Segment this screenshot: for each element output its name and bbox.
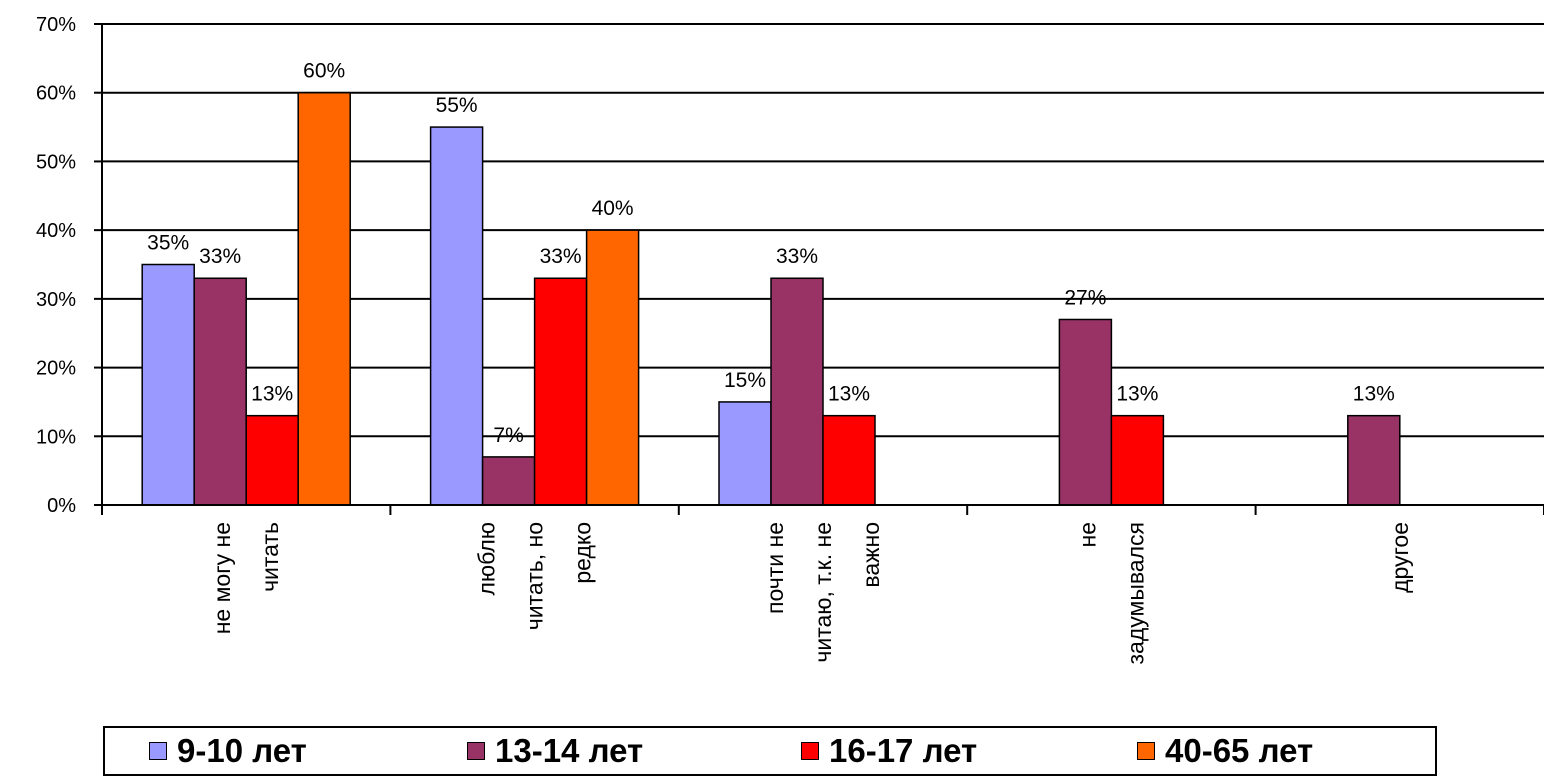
bar <box>141 263 195 506</box>
data-label: 7% <box>493 424 523 447</box>
legend-item-series-1: 9-10 лет <box>149 728 307 774</box>
y-tick-label: 30% <box>36 289 76 311</box>
bar <box>429 126 484 506</box>
data-label: 33% <box>199 245 241 268</box>
legend-swatch-series-3 <box>801 742 819 760</box>
x-tick-label: читать, но <box>522 522 548 630</box>
y-tick-label: 60% <box>36 83 76 105</box>
legend-label-series-3: 16-17 лет <box>829 732 978 769</box>
data-label: 33% <box>776 245 818 268</box>
x-tick-label: читаю, т.к. не <box>810 522 836 663</box>
bar <box>245 414 299 506</box>
data-label: 15% <box>724 369 766 392</box>
data-label: 13% <box>1116 383 1158 406</box>
bar <box>1058 318 1113 506</box>
bar <box>297 91 351 506</box>
y-tick-label: 70% <box>36 14 76 36</box>
x-tick-label: люблю <box>474 522 500 595</box>
bar <box>533 277 588 506</box>
legend: 9-10 лет 13-14 лет 16-17 лет 40-65 лет <box>103 726 1437 776</box>
x-tick-label: важно <box>858 522 884 588</box>
bar <box>718 401 772 506</box>
y-tick-label: 0% <box>47 495 76 517</box>
bar <box>1110 414 1165 506</box>
legend-label-series-4: 40-65 лет <box>1165 732 1314 769</box>
bar <box>1347 414 1401 506</box>
data-label: 13% <box>251 383 293 406</box>
x-tick-label: задумывался <box>1122 522 1148 664</box>
data-label: 13% <box>1353 383 1395 406</box>
x-tick-label: почти не <box>762 522 788 614</box>
data-label: 27% <box>1064 286 1106 309</box>
bar <box>193 277 247 506</box>
chart-plot: 0% 10% 20% 30% 40% 50% 60% 70% 35% 55% 15% 33% 7% 33%… <box>36 14 1544 664</box>
data-label: 33% <box>540 245 582 268</box>
bar <box>481 456 536 506</box>
bar <box>585 229 640 506</box>
legend-swatch-series-4 <box>1137 742 1155 760</box>
y-tick-label: 10% <box>36 426 76 448</box>
bar <box>822 414 876 506</box>
legend-item-series-4: 40-65 лет <box>1137 728 1313 774</box>
legend-item-series-3: 16-17 лет <box>801 728 977 774</box>
data-label: 40% <box>592 197 634 220</box>
x-tick-label: редко <box>570 522 596 584</box>
bar <box>770 277 824 506</box>
x-tick-label: другое <box>1387 522 1413 593</box>
y-tick-label: 40% <box>36 220 76 242</box>
y-tick-label: 50% <box>36 151 76 173</box>
data-label: 55% <box>436 94 478 117</box>
data-label: 35% <box>147 232 189 255</box>
x-tick-label: читать <box>257 522 283 592</box>
x-tick-label: не могу не <box>209 522 235 634</box>
legend-swatch-series-2 <box>467 742 485 760</box>
data-label: 13% <box>828 383 870 406</box>
x-tick-label: не <box>1074 522 1100 548</box>
legend-label-series-1: 9-10 лет <box>177 732 307 769</box>
legend-label-series-2: 13-14 лет <box>495 732 644 769</box>
legend-swatch-series-1 <box>149 742 167 760</box>
legend-item-series-2: 13-14 лет <box>467 728 643 774</box>
y-tick-label: 20% <box>36 358 76 380</box>
data-label: 60% <box>303 60 345 83</box>
